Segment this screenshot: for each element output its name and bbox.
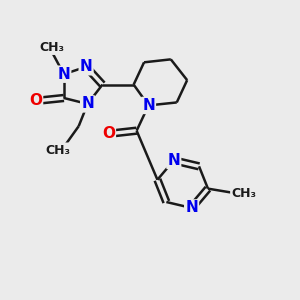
Text: CH₃: CH₃ (231, 187, 256, 200)
Text: CH₃: CH₃ (45, 143, 70, 157)
Text: O: O (29, 94, 42, 109)
Text: N: N (81, 96, 94, 111)
Text: CH₃: CH₃ (39, 41, 64, 54)
Text: N: N (185, 200, 198, 215)
Text: O: O (102, 126, 115, 141)
Text: N: N (167, 153, 180, 168)
Text: N: N (142, 98, 155, 113)
Text: N: N (57, 67, 70, 82)
Text: N: N (80, 59, 92, 74)
